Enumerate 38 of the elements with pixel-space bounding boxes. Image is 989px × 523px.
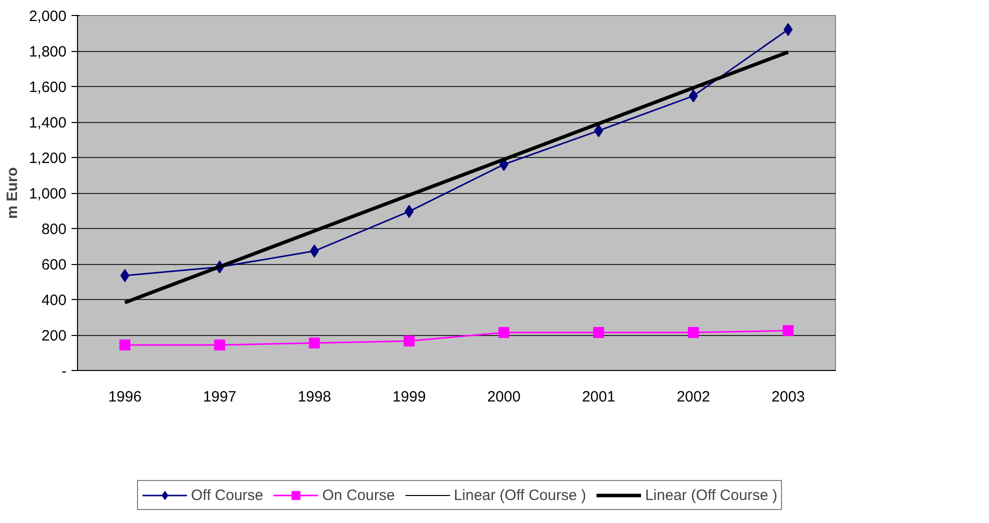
y-axis-title: m Euro (4, 167, 21, 219)
point (688, 327, 699, 338)
x-tick-label: 2003 (771, 388, 805, 406)
point (594, 124, 604, 138)
y-tick-label: 1,200 (28, 150, 67, 167)
point (404, 204, 414, 218)
x-tick-label: 1999 (392, 388, 426, 406)
legend-label: Off Course (191, 486, 264, 504)
y-tick-label: 400 (41, 292, 67, 309)
x-tick-label: 1998 (298, 388, 332, 406)
y-tick-label: 1,800 (28, 44, 67, 60)
point (404, 336, 415, 347)
point (310, 244, 319, 258)
point (688, 89, 698, 102)
x-tick-label: 1997 (202, 388, 236, 406)
point (784, 23, 793, 36)
y-tick-label: 1,600 (28, 79, 67, 96)
legend-label: On Course (322, 486, 395, 504)
x-tick-label: 2002 (676, 388, 710, 406)
x-tick-label: 2001 (582, 388, 616, 406)
y-tick-label: - (62, 363, 67, 380)
point (120, 269, 130, 282)
point (782, 325, 794, 336)
y-tick-label: 800 (41, 221, 67, 238)
y-tick-label: 600 (41, 256, 67, 274)
y-tick-label: 1,000 (28, 186, 67, 202)
legend-label: Linear (Off Course ) (454, 486, 586, 504)
point (498, 327, 510, 338)
point (214, 339, 226, 350)
y-tick-label: 200 (41, 328, 67, 344)
y-tick-label: 1,400 (28, 114, 67, 132)
point (593, 327, 604, 338)
point (119, 339, 130, 350)
y-tick-label: 2,000 (28, 8, 67, 25)
legend-label: Linear (Off Course ) (645, 486, 778, 504)
x-tick-label: 2000 (487, 388, 521, 406)
point (308, 337, 320, 348)
x-tick-label: 1996 (108, 388, 142, 406)
